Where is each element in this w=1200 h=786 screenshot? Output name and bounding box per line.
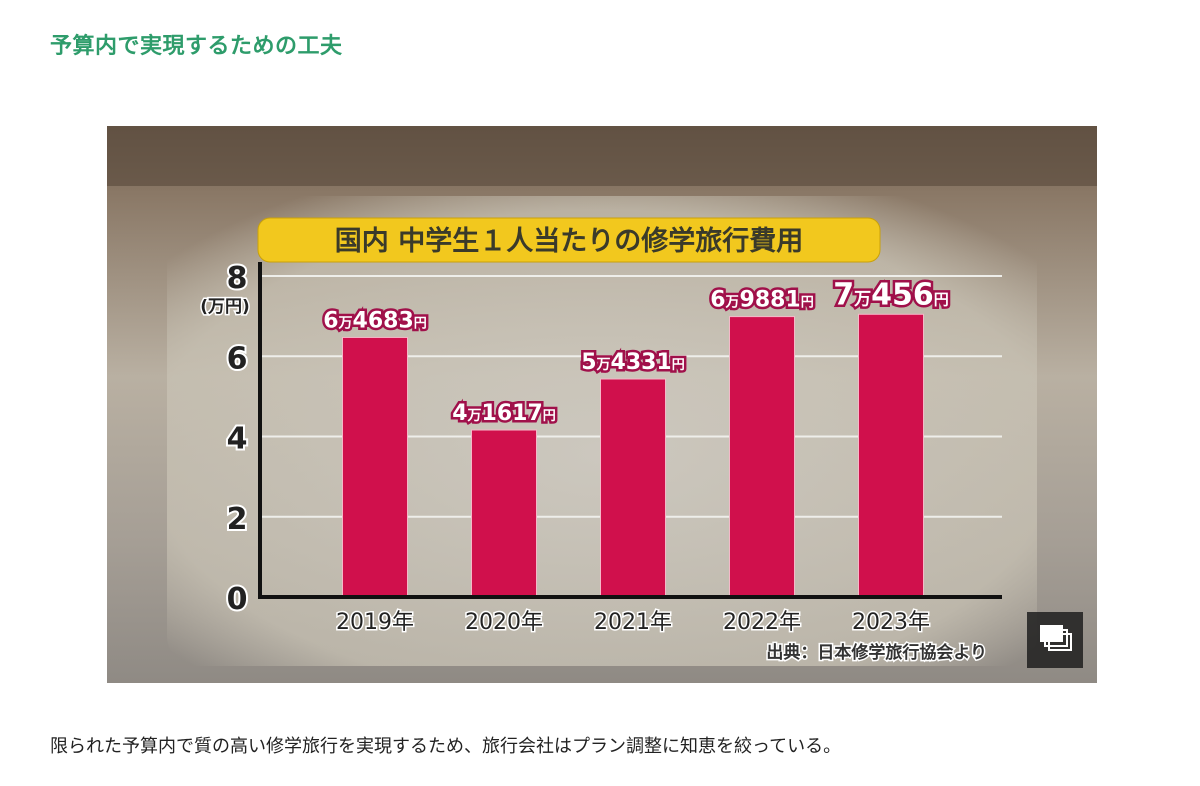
bar: [342, 336, 408, 598]
bar-value-label: 7万456円: [833, 277, 949, 312]
gallery-stack-icon: [1040, 625, 1072, 651]
x-tick-label: 2022年: [723, 610, 801, 635]
y-tick-label: 8: [227, 261, 248, 296]
bar-value-part: 万: [467, 408, 482, 424]
bar-value-label: 6万4683円: [323, 308, 427, 333]
x-tick-label: 2019年: [336, 610, 414, 635]
y-tick-label: 4: [227, 422, 248, 457]
x-tick-label: 2023年: [852, 610, 930, 635]
bar-value-part: 7: [833, 277, 854, 312]
bar: [471, 429, 537, 598]
bar-value-part: 万: [596, 357, 611, 373]
chart-title: 国内 中学生１人当たりの修学旅行費用: [335, 225, 803, 257]
chart-title-box: [257, 217, 881, 263]
bar-value-part: 5: [581, 350, 596, 375]
bar-value-part: 万: [853, 289, 871, 309]
bar-value-part: 6: [323, 308, 338, 333]
y-axis-unit: (万円): [200, 297, 250, 317]
y-tick-label: 2: [227, 502, 248, 537]
background-photo-top: [107, 126, 1097, 186]
bar-value-part: 円: [672, 358, 685, 373]
bar-value-part: 万: [725, 295, 740, 311]
article-caption: 限られた予算内で質の高い修学旅行を実現するため、旅行会社はプラン調整に知恵を絞っ…: [50, 736, 842, 757]
gallery-button[interactable]: [1027, 612, 1083, 668]
bar-value-part: 円: [934, 290, 949, 308]
y-tick-label: 6: [227, 341, 248, 376]
y-tick-label: 0: [227, 582, 248, 617]
bar: [858, 313, 924, 598]
bar-value-part: 円: [801, 296, 814, 311]
chart-source: 出典：日本修学旅行協会より: [766, 642, 987, 663]
bar-value-part: 円: [543, 409, 556, 424]
bar-value-label: 6万9881円: [710, 288, 814, 313]
bar-value-part: 1617: [482, 401, 543, 426]
bar-value-label: 4万1617円: [452, 401, 556, 426]
bar-value-part: 6: [710, 288, 725, 313]
bar-value-part: 4: [452, 401, 467, 426]
bar: [729, 316, 795, 598]
bar-value-label: 5万4331円: [581, 350, 685, 375]
x-tick-label: 2020年: [465, 610, 543, 635]
bar-value-part: 万: [338, 315, 353, 331]
bar-value-part: 4331: [611, 350, 672, 375]
bar-value-part: 456: [871, 277, 934, 312]
bar-value-part: 円: [414, 316, 427, 331]
bar: [600, 378, 666, 598]
section-heading: 予算内で実現するための工夫: [50, 34, 343, 59]
bar-value-part: 4683: [353, 308, 414, 333]
x-tick-label: 2021年: [594, 610, 672, 635]
bar-value-part: 9881: [740, 288, 801, 313]
